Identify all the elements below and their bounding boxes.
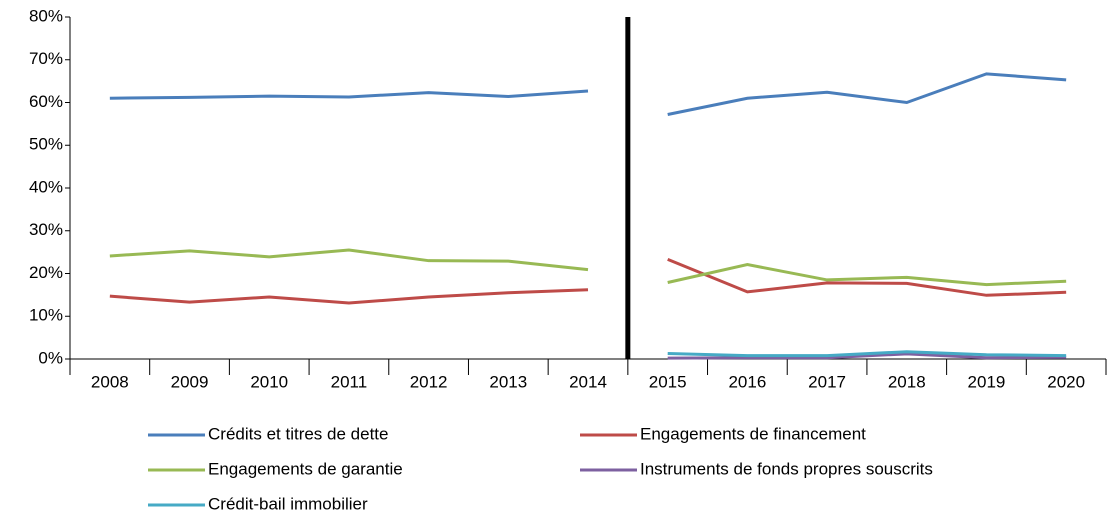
x-tick-label: 2017: [808, 372, 846, 391]
legend-label: Crédit-bail immobilier: [208, 494, 368, 513]
y-tick-label: 40%: [29, 177, 63, 196]
x-tick-label: 2013: [489, 372, 527, 391]
series-line: [109, 288, 589, 305]
x-tick-label: 2018: [888, 372, 926, 391]
series-line: [667, 258, 1067, 297]
y-tick-label: 70%: [29, 49, 63, 68]
x-tick-label: 2011: [331, 372, 368, 391]
y-tick-label: 80%: [29, 6, 63, 25]
x-tick-label: 2019: [968, 372, 1006, 391]
x-tick-label: 2016: [728, 372, 766, 391]
series-line: [109, 248, 589, 272]
series-line: [109, 89, 589, 100]
y-tick-label: 20%: [29, 263, 63, 282]
series-line: [667, 262, 1067, 287]
legend-label: Instruments de fonds propres souscrits: [640, 459, 933, 478]
x-tick-label: 2020: [1047, 372, 1085, 391]
series-line: [667, 352, 1067, 360]
series-line: [667, 72, 1067, 116]
y-tick-label: 60%: [29, 92, 63, 111]
legend-label: Engagements de financement: [640, 424, 866, 443]
legend-label: Crédits et titres de dette: [208, 424, 388, 443]
x-tick-label: 2008: [91, 372, 129, 391]
y-tick-label: 30%: [29, 220, 63, 239]
x-tick-label: 2015: [649, 372, 687, 391]
legend-label: Engagements de garantie: [208, 459, 403, 478]
y-tick-label: 50%: [29, 135, 63, 154]
x-tick-label: 2009: [171, 372, 209, 391]
x-tick-label: 2010: [250, 372, 288, 391]
series-line: [667, 350, 1067, 358]
x-tick-label: 2012: [410, 372, 448, 391]
y-tick-label: 10%: [29, 306, 63, 325]
y-tick-label: 0%: [38, 348, 63, 367]
x-tick-label: 2014: [569, 372, 607, 391]
